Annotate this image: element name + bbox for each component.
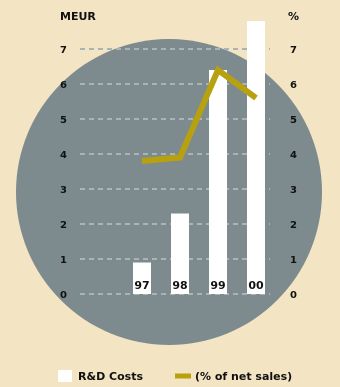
bar-rd-costs-00 bbox=[247, 21, 265, 294]
left-tick-label: 5 bbox=[60, 115, 67, 126]
axis-ticks: 0 01 12 23 34 45 56 67 7 bbox=[60, 45, 297, 301]
right-tick-label: 2 bbox=[290, 220, 297, 231]
line-net-sales-percent bbox=[141, 65, 258, 164]
right-tick-label: 6 bbox=[290, 80, 297, 91]
left-tick-label: 4 bbox=[60, 150, 67, 161]
bars bbox=[133, 21, 265, 294]
category-label: 98 bbox=[172, 279, 187, 292]
category-label: 99 bbox=[210, 279, 225, 292]
legend-label-line: (% of net sales) bbox=[195, 370, 292, 383]
category-labels: 97 98 99 00 bbox=[134, 279, 264, 292]
right-tick-label: 7 bbox=[290, 45, 297, 56]
right-tick-label: 5 bbox=[290, 115, 297, 126]
category-label: 00 bbox=[248, 279, 264, 292]
left-tick-label: 3 bbox=[60, 185, 67, 196]
right-tick-label: 4 bbox=[290, 150, 297, 161]
left-tick-label: 7 bbox=[60, 45, 67, 56]
left-tick-label: 0 bbox=[60, 290, 67, 301]
bar-rd-costs-98 bbox=[171, 213, 189, 294]
left-tick-label: 2 bbox=[60, 220, 67, 231]
right-tick-label: 0 bbox=[290, 290, 297, 301]
left-tick-label: 1 bbox=[60, 255, 67, 266]
right-tick-label: 1 bbox=[290, 255, 297, 266]
bar-rd-costs-99 bbox=[209, 70, 227, 294]
bar-rd-costs-97 bbox=[133, 262, 151, 294]
legend: R&D Costs (% of net sales) bbox=[58, 370, 292, 383]
category-label: 97 bbox=[134, 279, 149, 292]
chart-circle-background bbox=[16, 39, 322, 345]
legend-swatch-bar bbox=[58, 370, 72, 382]
left-axis-unit: MEUR bbox=[60, 10, 96, 23]
left-tick-label: 6 bbox=[60, 80, 67, 91]
legend-label-bar: R&D Costs bbox=[78, 370, 143, 383]
right-tick-label: 3 bbox=[290, 185, 297, 196]
line-series bbox=[141, 65, 258, 164]
right-axis-unit: % bbox=[288, 10, 299, 23]
